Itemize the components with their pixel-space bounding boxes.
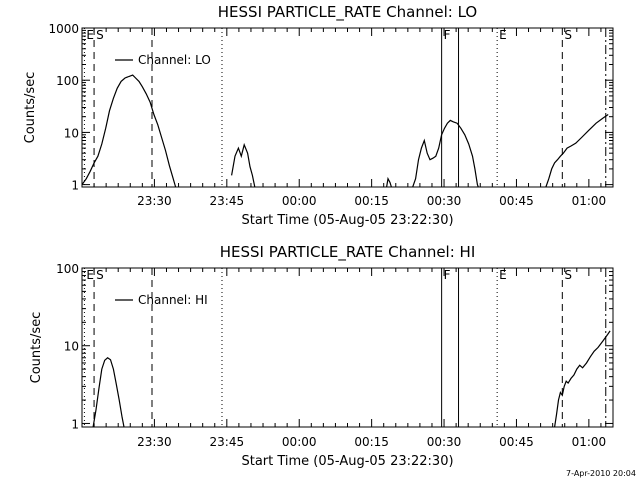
chart-1-xtick-label-1: 23:45 (210, 435, 245, 449)
chart-1-xlabel: Start Time (05-Aug-05 23:22:30) (241, 454, 453, 469)
chart-1-xtick-label-5: 00:45 (499, 435, 534, 449)
chart-1-xtick-label-6: 01:00 (572, 435, 607, 449)
chart-0-xtick-label-4: 00:30 (427, 194, 462, 208)
chart-0-series-0-segment-0 (81, 74, 177, 188)
chart-1-marker-label-0: E (86, 268, 94, 282)
chart-1-ylabel: Counts/sec (29, 312, 44, 384)
chart-0-xtick-label-3: 00:15 (354, 194, 389, 208)
chart-1-marker-label-4: F (444, 268, 451, 282)
chart-0-plot-frame (81, 27, 614, 188)
chart-0-series-0-segment-4 (545, 114, 609, 188)
chart-0-legend-label: Channel: LO (138, 53, 211, 67)
chart-1-plot-frame (81, 267, 614, 428)
hi-channel-panel: HESSI PARTICLE_RATE Channel: HI Start Tim… (29, 243, 614, 469)
lo-channel-panel: HESSI PARTICLE_RATE Channel: LO Start Tim… (23, 3, 614, 228)
chart-0-xtick-label-6: 01:00 (572, 194, 607, 208)
chart-0-xtick-label-5: 00:45 (499, 194, 534, 208)
chart-0-xtick-label-1: 23:45 (210, 194, 245, 208)
chart-0-marker-label-4: F (444, 28, 451, 42)
chart-1-marker-label-1: S (96, 268, 104, 282)
chart-1-plot-frame-top (81, 267, 614, 428)
chart-0-ytick-label-1: 10 (64, 126, 79, 140)
chart-0-marker-label-1: S (96, 28, 104, 42)
chart-0-ytick-label-0: 1 (71, 179, 79, 193)
chart-0-marker-label-7: S (564, 28, 572, 42)
chart-0-xtick-label-2: 00:00 (282, 194, 317, 208)
chart-1-xtick-label-2: 00:00 (282, 435, 317, 449)
chart-1-xtick-label-4: 00:30 (427, 435, 462, 449)
chart-1-xtick-label-3: 00:15 (354, 435, 389, 449)
chart-0-marker-label-6: E (499, 28, 507, 42)
chart-1-legend-label: Channel: HI (138, 293, 208, 307)
chart-1-series-0-segment-1 (554, 330, 611, 428)
chart-1-series-0-segment-0 (92, 357, 125, 428)
chart-0-marker-label-0: E (86, 28, 94, 42)
chart-1-marker-label-6: E (499, 268, 507, 282)
chart-0-series-0-segment-1 (231, 142, 256, 188)
chart-0-ylabel: Counts/sec (23, 72, 38, 144)
chart-0-ytick-label-2: 100 (56, 74, 79, 88)
chart-0-ytick-label-3: 1000 (48, 22, 79, 36)
chart-1-ytick-label-2: 100 (56, 262, 79, 276)
chart-0-plot-frame-top (81, 27, 614, 188)
chart-1-ytick-label-0: 1 (71, 417, 79, 431)
chart-0-series-0-segment-3 (412, 119, 479, 188)
chart-0-xtick-label-0: 23:30 (137, 194, 172, 208)
chart-0-title: HESSI PARTICLE_RATE Channel: LO (218, 3, 477, 22)
chart-1-title: HESSI PARTICLE_RATE Channel: HI (220, 243, 476, 262)
chart-1-xtick-label-0: 23:30 (137, 435, 172, 449)
chart-1-marker-label-7: S (564, 268, 572, 282)
chart-0-series-0-segment-2 (386, 176, 392, 188)
footer-timestamp: 7-Apr-2010 20:04 (566, 469, 636, 478)
chart-0-xlabel: Start Time (05-Aug-05 23:22:30) (241, 213, 453, 228)
chart-1-ytick-label-1: 10 (64, 340, 79, 354)
